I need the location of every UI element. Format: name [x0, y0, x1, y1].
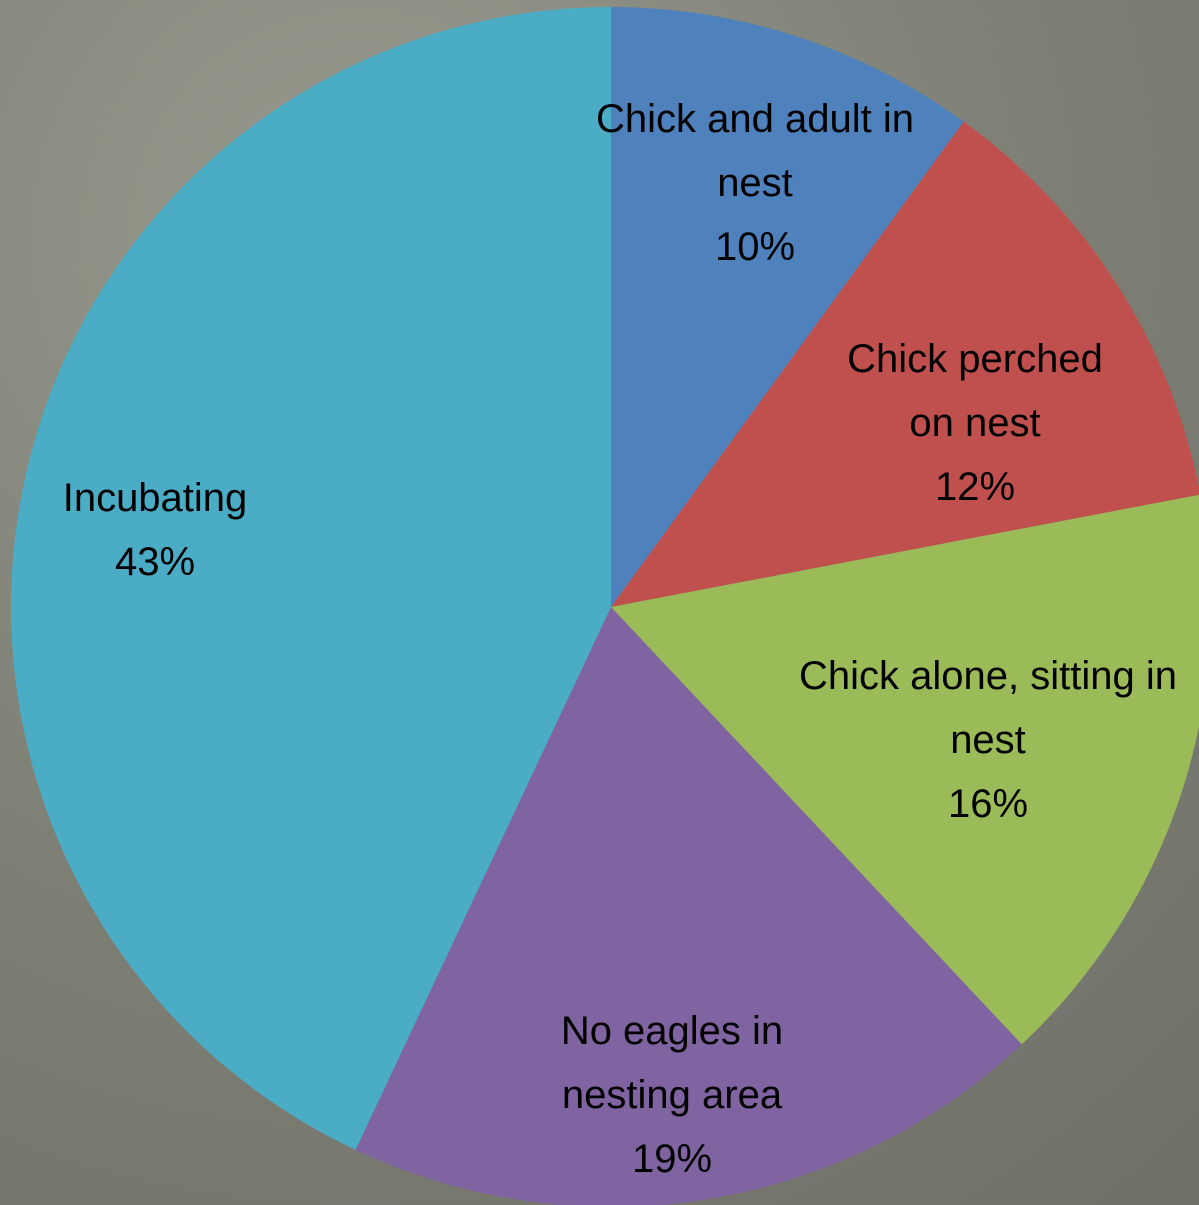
value-label: 19% — [542, 1127, 802, 1191]
category-label: Chick and adult in nest — [580, 87, 930, 215]
category-label: Chick alone, sitting in nest — [793, 644, 1183, 772]
category-label: Chick perched on nest — [840, 327, 1110, 455]
value-label: 10% — [580, 215, 930, 279]
page: (() => { const data = JSON.parse(documen… — [0, 0, 1199, 1205]
value-label: 16% — [793, 772, 1183, 836]
value-label: 12% — [840, 455, 1110, 519]
category-label: No eagles in nesting area — [542, 999, 802, 1127]
value-label: 43% — [25, 530, 285, 594]
category-label: Incubating — [25, 466, 285, 530]
